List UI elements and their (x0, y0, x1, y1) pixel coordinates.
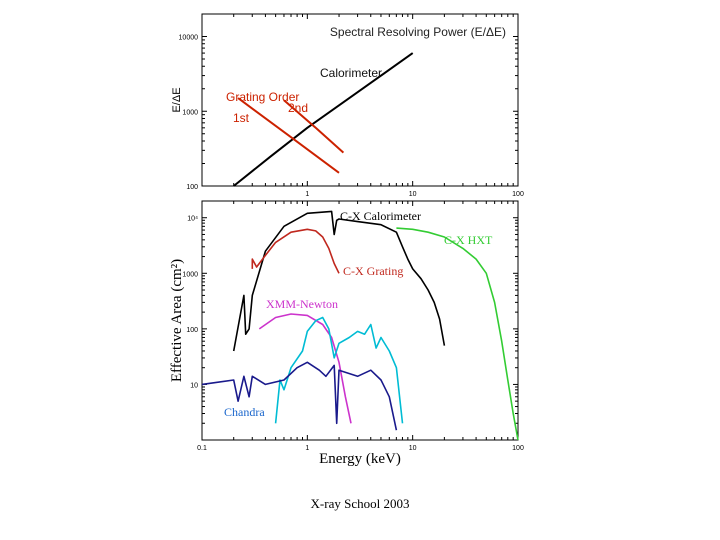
series-line-xmm-newton (258, 313, 352, 424)
x-tick-label: 100 (512, 445, 524, 452)
series-line-c-x-hxt (396, 227, 519, 441)
y-tick-label: 1000 (182, 271, 198, 278)
chart-1-ylabel: E/ΔE (171, 87, 183, 112)
chart-2-annotation: C-X Calorimeter (340, 209, 421, 223)
y-tick-label: 100 (186, 327, 198, 334)
x-tick-label: 10 (409, 191, 417, 198)
series-line-c-x-grating (251, 228, 340, 274)
chart-2-ylabel: Effective Area (cm²) (169, 259, 185, 382)
y-tick-label: 10000 (179, 35, 199, 42)
y-tick-label: 1000 (182, 109, 198, 116)
x-tick-label: 1 (305, 445, 309, 452)
chart-1-annotation: 2nd (288, 101, 308, 115)
series-line-1st (237, 97, 340, 174)
x-tick-label: 1 (305, 191, 309, 198)
chart-2-annotation: Chandra (224, 405, 265, 419)
chart-1-annotation: Calorimeter (320, 66, 382, 80)
series-line-calorimeter (233, 52, 414, 187)
chart-2-annotation: XMM-Newton (266, 297, 338, 311)
chart-2-annotation: C-X Grating (343, 264, 403, 278)
x-tick-label: 0.1 (197, 445, 207, 452)
chart-1-frame (201, 13, 519, 187)
series-line-c-x-calorimeter (232, 210, 446, 352)
chart-1-title: Spectral Resolving Power (E/ΔE) (330, 25, 506, 39)
chart-2-annotation: C-X HXT (444, 233, 493, 247)
series-line-2nd (283, 99, 345, 154)
y-tick-label: 10⁴ (187, 216, 198, 223)
y-tick-label: 100 (186, 184, 198, 191)
series-line-chandra (274, 316, 404, 424)
chart-2-xlabel: Energy (keV) (319, 451, 401, 467)
y-tick-label: 10 (190, 382, 198, 389)
series-line-chandra-acis (201, 361, 398, 431)
chart-1-annotation: Grating Order (226, 90, 299, 104)
footer-caption: X-ray School 2003 (310, 496, 410, 511)
x-tick-label: 100 (512, 191, 524, 198)
chart-1-annotation: 1st (233, 111, 250, 125)
chart-2-frame (201, 200, 519, 441)
x-tick-label: 10 (409, 445, 417, 452)
